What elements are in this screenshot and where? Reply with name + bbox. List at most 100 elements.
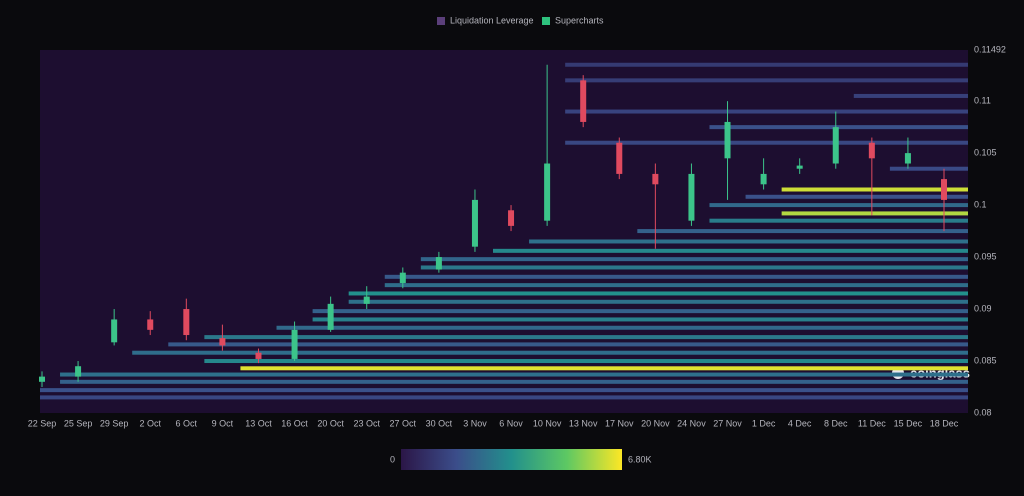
x-tick-label: 17 Nov: [605, 418, 634, 428]
heat-band: [565, 62, 968, 67]
candle-body: [652, 173, 659, 185]
x-tick-label: 27 Oct: [390, 418, 417, 428]
y-tick-label: 0.11: [974, 96, 991, 106]
heat-band: [312, 309, 969, 314]
heat-band: [420, 257, 969, 262]
heat-band: [709, 203, 968, 208]
heat-band: [204, 359, 969, 364]
candle-body: [724, 121, 731, 159]
x-tick-label: 13 Nov: [569, 418, 598, 428]
x-tick-label: 29 Sep: [100, 418, 129, 428]
heat-band: [348, 299, 968, 304]
heat-band: [60, 379, 969, 384]
heat-band: [781, 211, 968, 216]
x-tick-label: 25 Sep: [64, 418, 93, 428]
heat-band: [204, 335, 969, 340]
candle-body: [291, 329, 298, 359]
x-tick-label: 6 Nov: [499, 418, 523, 428]
candle-body: [941, 179, 947, 200]
heat-band: [745, 194, 968, 199]
heat-band: [240, 366, 968, 371]
candle-body: [760, 173, 767, 185]
x-tick-label: 22 Sep: [28, 418, 57, 428]
heat-band: [889, 166, 968, 171]
x-tick-label: 11 Dec: [858, 418, 886, 428]
y-tick-label: 0.11492: [974, 44, 1006, 54]
heat-band: [60, 372, 969, 377]
heat-band: [384, 283, 968, 288]
candle-body: [508, 210, 515, 226]
y-tick-label: 0.1: [974, 199, 987, 209]
heat-band: [565, 78, 968, 83]
candle-body: [75, 366, 82, 377]
heat-band: [132, 350, 968, 355]
colorbar-label: 0: [390, 454, 395, 464]
x-tick-label: 20 Nov: [641, 418, 670, 428]
candle-body: [255, 352, 262, 359]
heat-band: [529, 239, 968, 244]
candle-body: [580, 80, 587, 122]
heat-band: [312, 317, 969, 322]
x-tick-label: 4 Dec: [788, 418, 812, 428]
legend-swatch[interactable]: [437, 17, 445, 25]
legend-label[interactable]: Supercharts: [555, 15, 604, 25]
candle-body: [544, 163, 551, 221]
x-tick-label: 9 Oct: [212, 418, 234, 428]
colorbar-label: 6.80K: [628, 454, 652, 464]
heat-band: [781, 187, 968, 192]
y-tick-label: 0.08: [974, 407, 992, 417]
candle-body: [327, 303, 334, 330]
y-tick-label: 0.09: [974, 303, 992, 313]
x-tick-label: 16 Oct: [281, 418, 308, 428]
heat-band: [493, 248, 968, 253]
heat-band: [40, 388, 968, 393]
x-tick-label: 13 Oct: [245, 418, 272, 428]
candle-body: [147, 319, 154, 330]
candle-body: [435, 257, 442, 270]
x-tick-label: 30 Oct: [426, 418, 453, 428]
x-tick-label: 23 Oct: [353, 418, 380, 428]
candle-body: [183, 309, 190, 336]
x-tick-label: 24 Nov: [677, 418, 706, 428]
x-tick-label: 2 Oct: [139, 418, 161, 428]
x-tick-label: 8 Dec: [824, 418, 848, 428]
x-tick-label: 10 Nov: [533, 418, 562, 428]
heat-band: [40, 395, 968, 400]
heat-band: [709, 125, 968, 130]
heat-band: [348, 291, 968, 296]
legend-swatch[interactable]: [542, 17, 550, 25]
candle-body: [904, 153, 911, 164]
colorbar: [401, 449, 622, 470]
candle-body: [616, 142, 623, 174]
x-tick-label: 6 Oct: [176, 418, 198, 428]
candle-body: [219, 338, 226, 346]
y-tick-label: 0.095: [974, 251, 997, 261]
candle-body: [399, 272, 406, 284]
x-tick-label: 1 Dec: [752, 418, 776, 428]
legend-label[interactable]: Liquidation Leverage: [450, 15, 534, 25]
candle-body: [111, 319, 118, 343]
x-tick-label: 27 Nov: [713, 418, 742, 428]
candle-body: [868, 142, 875, 159]
heat-band: [168, 342, 968, 347]
candle-body: [832, 127, 839, 164]
x-tick-label: 3 Nov: [463, 418, 487, 428]
heat-band: [276, 325, 968, 330]
heat-band: [709, 218, 968, 223]
heat-band: [637, 229, 968, 234]
candle-body: [688, 173, 695, 221]
heat-band: [420, 265, 969, 270]
x-tick-label: 18 Dec: [930, 418, 959, 428]
heat-band: [565, 109, 968, 114]
heat-band: [565, 140, 968, 145]
y-tick-label: 0.105: [974, 147, 997, 157]
x-tick-label: 20 Oct: [317, 418, 344, 428]
candle-body: [796, 165, 803, 169]
heat-band: [384, 274, 968, 279]
candle-body: [363, 296, 370, 304]
x-tick-label: 15 Dec: [894, 418, 923, 428]
y-tick-label: 0.085: [974, 355, 997, 365]
candle-body: [471, 199, 478, 247]
heat-band: [853, 93, 968, 98]
